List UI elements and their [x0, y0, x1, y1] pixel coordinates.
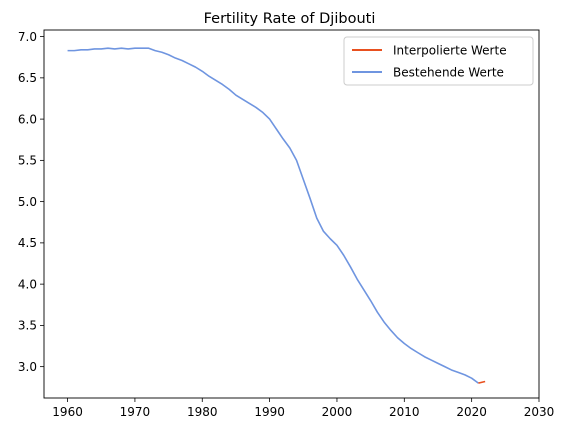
y-tick-label: 3.5 [18, 319, 37, 333]
chart-title: Fertility Rate of Djibouti [204, 11, 376, 27]
plot-frame [43, 29, 540, 399]
y-tick-label: 5.5 [18, 154, 37, 168]
series-line-existing [67, 47, 479, 384]
series-line-interpolated [478, 380, 486, 384]
x-tick-label: 2010 [389, 405, 420, 419]
x-tick-label: 1990 [254, 405, 285, 419]
x-tick-label: 2000 [322, 405, 353, 419]
plot-lines [67, 47, 486, 384]
y-tick-label: 3.0 [18, 360, 37, 374]
x-tick-label: 2020 [456, 405, 487, 419]
x-tick-label: 2030 [524, 405, 555, 419]
x-tick-label: 1970 [120, 405, 151, 419]
legend-label-existing: Bestehende Werte [393, 66, 504, 80]
x-tick-label: 1960 [52, 405, 83, 419]
legend-label-interpolated: Interpolierte Werte [393, 44, 507, 58]
y-tick-label: 6.5 [18, 71, 37, 85]
y-tick-label: 4.5 [18, 236, 37, 250]
legend: Interpolierte Werte Bestehende Werte [343, 36, 534, 86]
x-tick-label: 1980 [187, 405, 218, 419]
y-tick-label: 7.0 [18, 30, 37, 44]
y-tick-label: 4.0 [18, 277, 37, 291]
y-tick-label: 6.0 [18, 112, 37, 126]
y-tick-label: 5.0 [18, 195, 37, 209]
legend-box [343, 36, 534, 86]
axis-ticks: 1960 1970 1980 1990 2000 2010 2020 2030 3.0 3.5 4.… [18, 30, 554, 419]
